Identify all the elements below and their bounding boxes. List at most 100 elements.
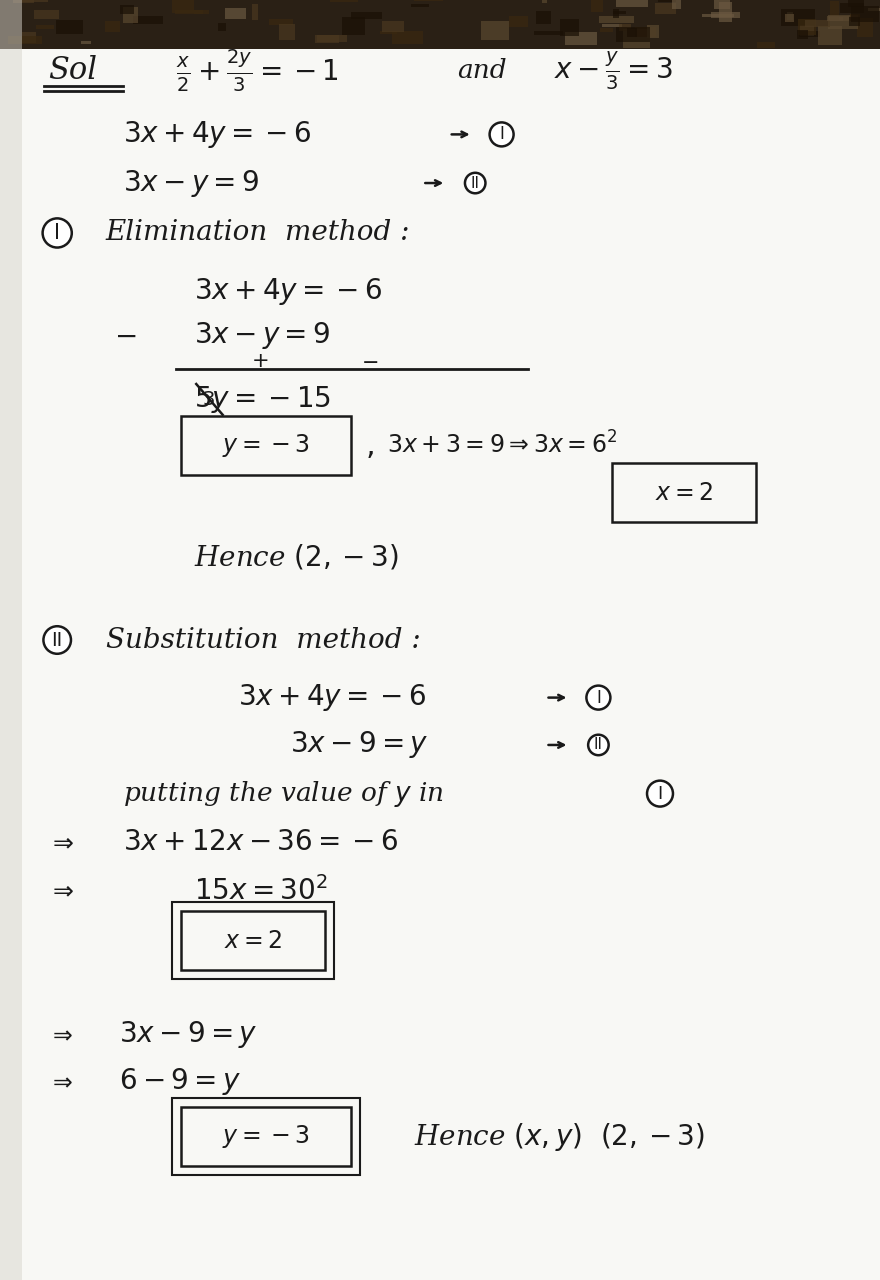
Text: ,: , (365, 431, 375, 460)
Text: and: and (458, 58, 507, 83)
FancyBboxPatch shape (719, 3, 731, 22)
FancyBboxPatch shape (8, 36, 42, 44)
Text: Hence $(x,y)$  $(2, -3)$: Hence $(x,y)$ $(2, -3)$ (414, 1121, 705, 1152)
Text: $x - \frac{y}{3} = 3$: $x - \frac{y}{3} = 3$ (554, 49, 673, 92)
Text: I: I (499, 125, 504, 143)
FancyBboxPatch shape (268, 19, 293, 26)
FancyBboxPatch shape (602, 24, 622, 27)
Text: $3x - y = 9$: $3x - y = 9$ (194, 320, 330, 351)
Text: $x = 2$: $x = 2$ (224, 929, 282, 952)
FancyBboxPatch shape (599, 17, 634, 23)
FancyBboxPatch shape (849, 17, 860, 27)
FancyBboxPatch shape (758, 42, 774, 49)
FancyBboxPatch shape (714, 0, 730, 9)
FancyBboxPatch shape (194, 10, 209, 14)
FancyBboxPatch shape (121, 5, 134, 14)
FancyBboxPatch shape (481, 22, 510, 40)
FancyBboxPatch shape (799, 31, 819, 37)
Text: $3x + 4y = -6$: $3x + 4y = -6$ (194, 276, 382, 307)
FancyBboxPatch shape (175, 10, 203, 14)
FancyBboxPatch shape (225, 8, 246, 19)
Text: $3x + 3 = 9 \Rightarrow 3x = 6^2$: $3x + 3 = 9 \Rightarrow 3x = 6^2$ (387, 431, 618, 460)
FancyBboxPatch shape (840, 4, 863, 13)
FancyBboxPatch shape (857, 18, 873, 37)
FancyBboxPatch shape (627, 28, 636, 37)
FancyBboxPatch shape (612, 10, 626, 14)
Text: $y = -3$: $y = -3$ (223, 1123, 310, 1151)
FancyBboxPatch shape (591, 0, 604, 12)
Text: $3$: $3$ (202, 390, 215, 408)
FancyBboxPatch shape (848, 0, 864, 8)
FancyBboxPatch shape (106, 20, 120, 32)
FancyBboxPatch shape (172, 0, 194, 14)
FancyBboxPatch shape (565, 32, 597, 45)
FancyBboxPatch shape (600, 28, 612, 32)
FancyBboxPatch shape (315, 35, 339, 44)
FancyBboxPatch shape (711, 13, 740, 18)
FancyBboxPatch shape (616, 27, 649, 42)
Text: Hence $(2, -3)$: Hence $(2, -3)$ (194, 543, 398, 571)
FancyBboxPatch shape (0, 0, 22, 1280)
Text: $\Rightarrow$: $\Rightarrow$ (48, 1070, 74, 1093)
Text: Substitution  method :: Substitution method : (106, 626, 421, 654)
Text: $6 - 9 = y$: $6 - 9 = y$ (119, 1066, 241, 1097)
FancyBboxPatch shape (22, 32, 36, 44)
FancyBboxPatch shape (13, 0, 34, 4)
FancyBboxPatch shape (537, 12, 552, 24)
Text: $+$: $+$ (251, 351, 268, 371)
Text: Elimination  method :: Elimination method : (106, 219, 410, 247)
FancyBboxPatch shape (382, 20, 405, 32)
FancyBboxPatch shape (81, 41, 91, 44)
FancyBboxPatch shape (380, 31, 397, 35)
FancyBboxPatch shape (849, 14, 860, 22)
Text: $-$: $-$ (114, 321, 136, 349)
Text: $5y = -15$: $5y = -15$ (194, 384, 331, 415)
FancyBboxPatch shape (56, 20, 83, 33)
FancyBboxPatch shape (829, 17, 843, 22)
Text: $\Rightarrow$: $\Rightarrow$ (48, 831, 75, 854)
FancyBboxPatch shape (798, 19, 816, 36)
Text: I: I (596, 689, 601, 707)
Text: $3x + 4y = -6$: $3x + 4y = -6$ (123, 119, 312, 150)
Text: $\Rightarrow$: $\Rightarrow$ (48, 879, 75, 902)
Text: $3x + 12x - 36 = -6$: $3x + 12x - 36 = -6$ (123, 828, 399, 856)
Text: II: II (594, 737, 603, 753)
FancyBboxPatch shape (805, 20, 830, 27)
FancyBboxPatch shape (36, 26, 54, 29)
FancyBboxPatch shape (635, 27, 656, 37)
Text: II: II (471, 175, 480, 191)
FancyBboxPatch shape (218, 23, 226, 31)
FancyBboxPatch shape (342, 17, 364, 36)
FancyBboxPatch shape (671, 0, 681, 9)
FancyBboxPatch shape (542, 0, 547, 3)
FancyBboxPatch shape (781, 9, 815, 26)
FancyBboxPatch shape (411, 4, 429, 6)
FancyBboxPatch shape (658, 0, 676, 3)
FancyBboxPatch shape (623, 29, 649, 47)
FancyBboxPatch shape (34, 9, 59, 19)
FancyBboxPatch shape (392, 31, 423, 44)
FancyBboxPatch shape (830, 1, 839, 19)
FancyBboxPatch shape (702, 14, 734, 17)
FancyBboxPatch shape (351, 12, 383, 19)
Text: $y = -3$: $y = -3$ (223, 431, 310, 460)
Text: $\frac{x}{2} + \frac{2y}{3} = -1$: $\frac{x}{2} + \frac{2y}{3} = -1$ (176, 47, 339, 93)
Text: putting the value of $y$ in: putting the value of $y$ in (123, 778, 444, 809)
FancyBboxPatch shape (330, 0, 358, 3)
FancyBboxPatch shape (827, 15, 849, 20)
FancyBboxPatch shape (800, 24, 814, 36)
FancyBboxPatch shape (852, 6, 879, 22)
FancyBboxPatch shape (123, 6, 137, 23)
Text: $3x - 9 = y$: $3x - 9 = y$ (119, 1019, 257, 1050)
Text: $\Rightarrow$: $\Rightarrow$ (48, 1023, 74, 1046)
Text: I: I (657, 785, 663, 803)
FancyBboxPatch shape (828, 15, 858, 29)
FancyBboxPatch shape (647, 24, 659, 38)
FancyBboxPatch shape (786, 14, 794, 23)
Text: $3x - y = 9$: $3x - y = 9$ (123, 168, 260, 198)
FancyBboxPatch shape (560, 19, 579, 36)
Text: $15x = 30^2$: $15x = 30^2$ (194, 876, 327, 906)
FancyBboxPatch shape (279, 24, 296, 41)
FancyBboxPatch shape (788, 12, 793, 19)
FancyBboxPatch shape (317, 36, 347, 42)
